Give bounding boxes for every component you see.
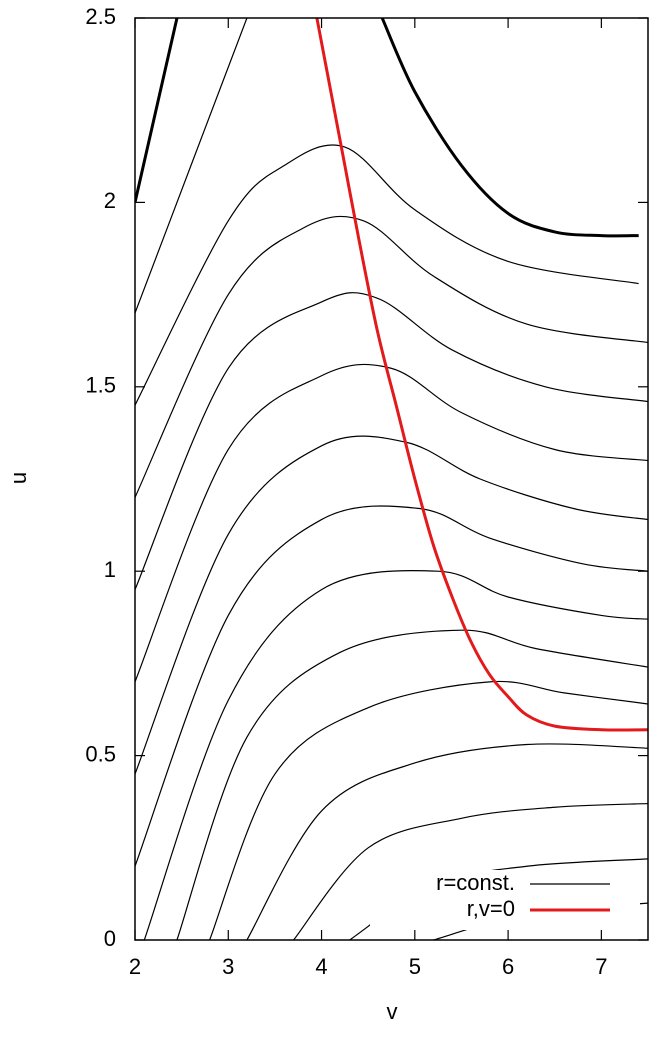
y-tick-label: 2 [104,188,116,213]
legend-label: r,v=0 [467,896,515,921]
x-tick-label: 2 [129,954,141,979]
y-tick-label: 1 [104,557,116,582]
legend-label: r=const. [436,870,515,895]
plot-border [134,17,649,941]
y-tick-label: 2.5 [85,4,116,29]
curve [315,18,648,732]
legend-box [370,870,640,930]
x-axis-label: v [387,999,398,1024]
y-axis-label: u [6,472,31,484]
x-tick-label: 6 [502,954,514,979]
plot-area [135,18,648,940]
curve [135,18,648,940]
x-tick-label: 7 [595,954,607,979]
y-tick-label: 0.5 [85,741,116,766]
y-tick-label: 1.5 [85,373,116,398]
x-tick-label: 3 [222,954,234,979]
x-tick-label: 4 [315,954,327,979]
y-tick-label: 0 [104,926,116,951]
boundary-curve [135,18,639,238]
x-tick-label: 5 [409,954,421,979]
